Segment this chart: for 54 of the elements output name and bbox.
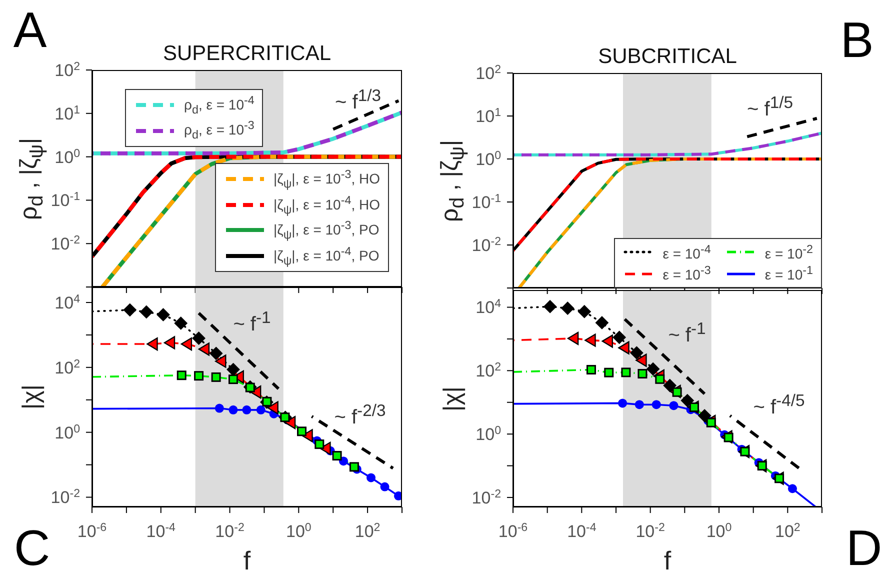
annotation: ~ f$^{-1}$ — [668, 318, 706, 346]
x-tick-label: 10$^{-2}$ — [636, 522, 665, 541]
y-tick-label: 10$^{-1}$ — [472, 193, 501, 212]
y-tick-label: 10$^{1}$ — [54, 104, 80, 124]
y-tick-label: 10$^{0}$ — [476, 425, 501, 444]
y-tick-label: 10$^{4}$ — [54, 293, 81, 312]
text: C — [14, 520, 50, 576]
y-tick-label: 10$^{2}$ — [54, 358, 80, 378]
legend-label: |ζ$_{ψ}$|, ε = 10$^{-3}$, HO — [274, 168, 380, 191]
x-tick-label: 10$^{-6}$ — [498, 522, 528, 541]
legend-label: ρ$_{d}$, ε = 10$^{-4}$ — [184, 94, 254, 116]
x-tick-label: 10$^{2}$ — [354, 522, 380, 541]
annotation: ~ f$^{1/3}$ — [335, 86, 381, 114]
y-tick-label: 10$^{-2}$ — [50, 234, 80, 254]
text: D — [846, 520, 882, 576]
y-tick-label: 10$^{-2}$ — [50, 488, 80, 508]
chart-title: SUBCRITICAL — [598, 45, 737, 68]
x-axis-title: f — [243, 546, 251, 576]
legend-label: ρ$_{d}$, ε = 10$^{-3}$ — [184, 119, 254, 142]
y-tick-label: 10$^{0}$ — [476, 150, 501, 169]
y-tick-label: 10$^{2}$ — [476, 362, 501, 381]
y-tick-label: 10$^{-2}$ — [472, 236, 501, 255]
x-axis-title: f — [664, 546, 672, 576]
legend-label: ε = 10$^{-2}$ — [764, 242, 813, 262]
text: A — [13, 2, 47, 58]
x-tick-label: 10$^{2}$ — [774, 522, 800, 541]
y-axis-title: |χ| — [18, 384, 45, 410]
x-tick-label: 10$^{-4}$ — [567, 522, 597, 541]
x-tick-label: 10$^{0}$ — [706, 522, 732, 541]
x-tick-label: 10$^{-4}$ — [146, 522, 176, 541]
x-tick-label: 10$^{0}$ — [286, 522, 312, 541]
y-axis-title: |χ| — [439, 386, 466, 412]
x-tick-label: 10$^{-6}$ — [77, 522, 107, 541]
legend-label: ε = 10$^{-3}$ — [662, 264, 711, 283]
y-tick-label: 10$^{4}$ — [476, 298, 502, 318]
y-tick-label: 10$^{2}$ — [54, 61, 80, 80]
annotation: ~ f$^{-4/5}$ — [753, 390, 805, 418]
x-tick-label: 10$^{-2}$ — [215, 522, 244, 541]
legend-label: |ζ$_{ψ}$|, ε = 10$^{-4}$, HO — [274, 194, 380, 216]
y-tick-label: 10$^{2}$ — [476, 64, 501, 83]
text: B — [840, 12, 874, 68]
annotation: ~ f$^{-2/3}$ — [334, 400, 386, 428]
y-tick-label: 10$^{0}$ — [54, 148, 80, 167]
legend-label: ε = 10$^{-4}$ — [662, 242, 711, 262]
legend-label: |ζ$_{ψ}$|, ε = 10$^{-4}$, PO — [274, 244, 380, 267]
legend-label: ε = 10$^{-1}$ — [764, 264, 813, 283]
annotation: ~ f$^{1/5}$ — [747, 92, 793, 120]
chart-title: SUPERCRITICAL — [162, 42, 332, 65]
y-tick-label: 10$^{0}$ — [54, 423, 80, 442]
y-tick-label: 10$^{1}$ — [476, 107, 501, 126]
y-tick-label: 10$^{-2}$ — [472, 488, 501, 508]
y-tick-label: 10$^{-1}$ — [50, 191, 80, 210]
annotation: ~ f$^{-1}$ — [233, 308, 271, 336]
legend-label: |ζ$_{ψ}$|, ε = 10$^{-3}$, PO — [274, 219, 380, 242]
